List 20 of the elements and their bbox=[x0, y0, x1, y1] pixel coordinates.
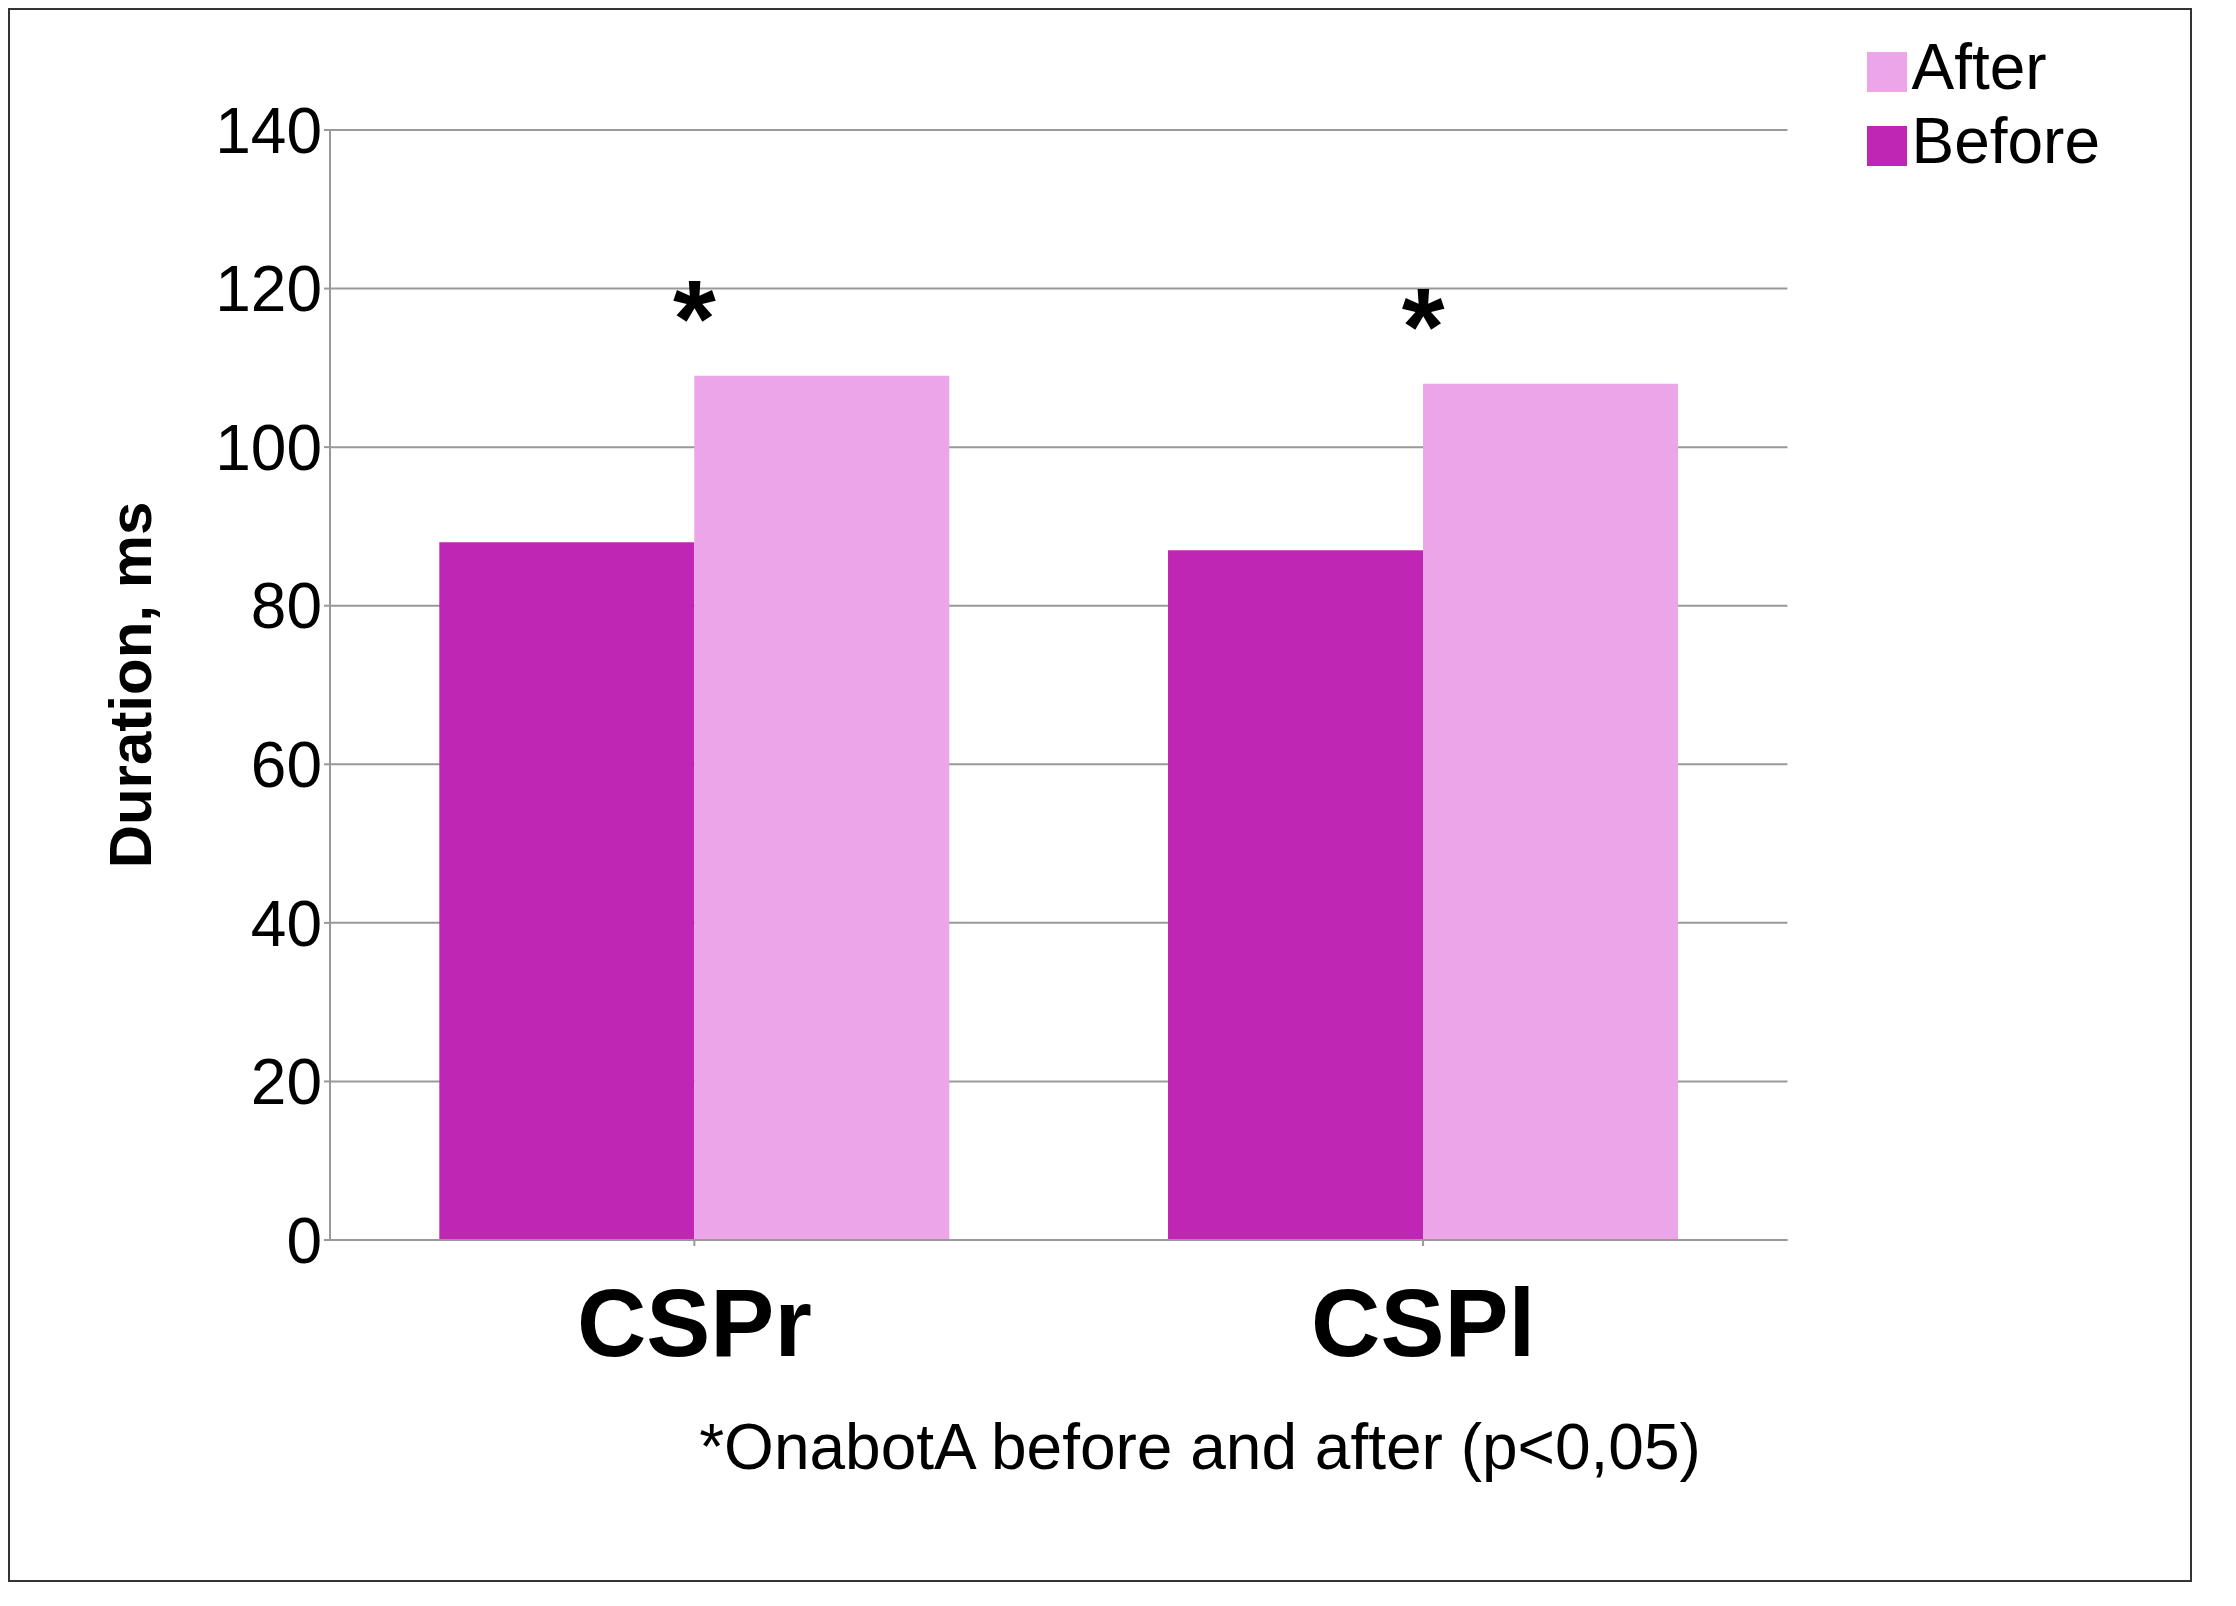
y-tick-label: 100 bbox=[215, 411, 322, 484]
legend-label: After bbox=[1911, 31, 2047, 103]
bar bbox=[1168, 550, 1424, 1240]
y-tick-label: 20 bbox=[250, 1046, 322, 1119]
x-tick-label: CSPl bbox=[1311, 1269, 1536, 1377]
annotation: * bbox=[1401, 263, 1445, 387]
bar bbox=[439, 542, 695, 1240]
annotation: * bbox=[672, 255, 716, 379]
bar bbox=[1423, 383, 1679, 1240]
text: *OnabotA before and after (p<0,05) bbox=[698, 1410, 1702, 1484]
y-tick-label: 40 bbox=[250, 887, 322, 960]
y-tick-label: 80 bbox=[250, 570, 322, 643]
bar bbox=[694, 375, 950, 1240]
y-tick-label: 140 bbox=[215, 94, 322, 167]
y-tick-label: 60 bbox=[250, 729, 322, 802]
y-axis-title: Duration, ms bbox=[97, 501, 165, 869]
legend-label: Before bbox=[1911, 105, 2100, 177]
x-tick-label: CSPr bbox=[576, 1269, 812, 1377]
y-tick-label: 0 bbox=[286, 1204, 322, 1277]
y-tick-label: 120 bbox=[215, 253, 322, 326]
